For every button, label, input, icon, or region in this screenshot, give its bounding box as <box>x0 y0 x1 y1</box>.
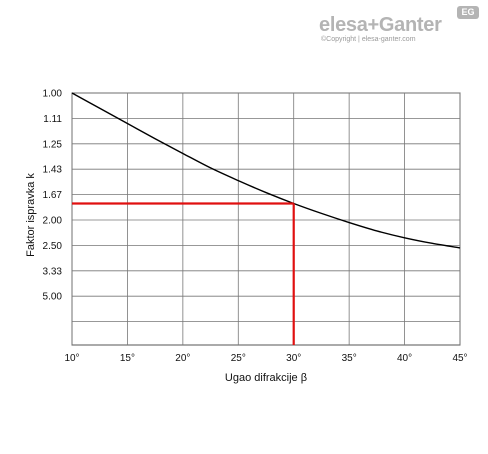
brand-badge: EG <box>457 6 479 19</box>
y-axis-label: Faktor ispravka k <box>25 173 37 257</box>
x-tick-label: 30° <box>286 353 301 364</box>
y-tick-label: 1.67 <box>43 190 63 201</box>
brand-copyright: ©Copyright | elesa-ganter.com <box>321 36 416 43</box>
x-tick-label: 45° <box>452 353 467 364</box>
y-tick-label: 1.25 <box>43 139 63 150</box>
y-tick-labels: 1.00 1.11 1.25 1.43 1.67 2.00 2.50 3.33 5.00 <box>43 89 63 303</box>
correction-curve <box>71 92 461 249</box>
x-tick-label: 25° <box>231 353 246 364</box>
y-tick-label: 2.00 <box>43 216 63 227</box>
plot-frame <box>71 92 461 346</box>
x-tick-label: 20° <box>175 353 190 364</box>
chart-grid <box>71 92 461 346</box>
x-tick-labels: 10° 15° 20° 25° 30° 35° 40° 45° <box>64 353 467 364</box>
y-tick-label: 2.50 <box>43 241 63 252</box>
elesa-ganter-logo: elesa+Ganter EG ©Copyright | elesa-gante… <box>319 6 481 48</box>
y-tick-label: 5.00 <box>43 292 63 303</box>
x-tick-label: 10° <box>64 353 79 364</box>
chart-plot-area <box>71 92 461 345</box>
y-tick-label: 3.33 <box>43 266 63 277</box>
y-tick-label: 1.00 <box>43 89 63 100</box>
y-tick-label: 1.43 <box>43 165 63 176</box>
x-tick-label: 35° <box>342 353 357 364</box>
brand-name: elesa+Ganter <box>319 14 442 36</box>
x-tick-label: 15° <box>120 353 135 364</box>
x-axis-label: Ugao difrakcije β <box>225 372 307 384</box>
y-tick-label: 1.11 <box>43 114 62 125</box>
x-tick-label: 40° <box>397 353 412 364</box>
